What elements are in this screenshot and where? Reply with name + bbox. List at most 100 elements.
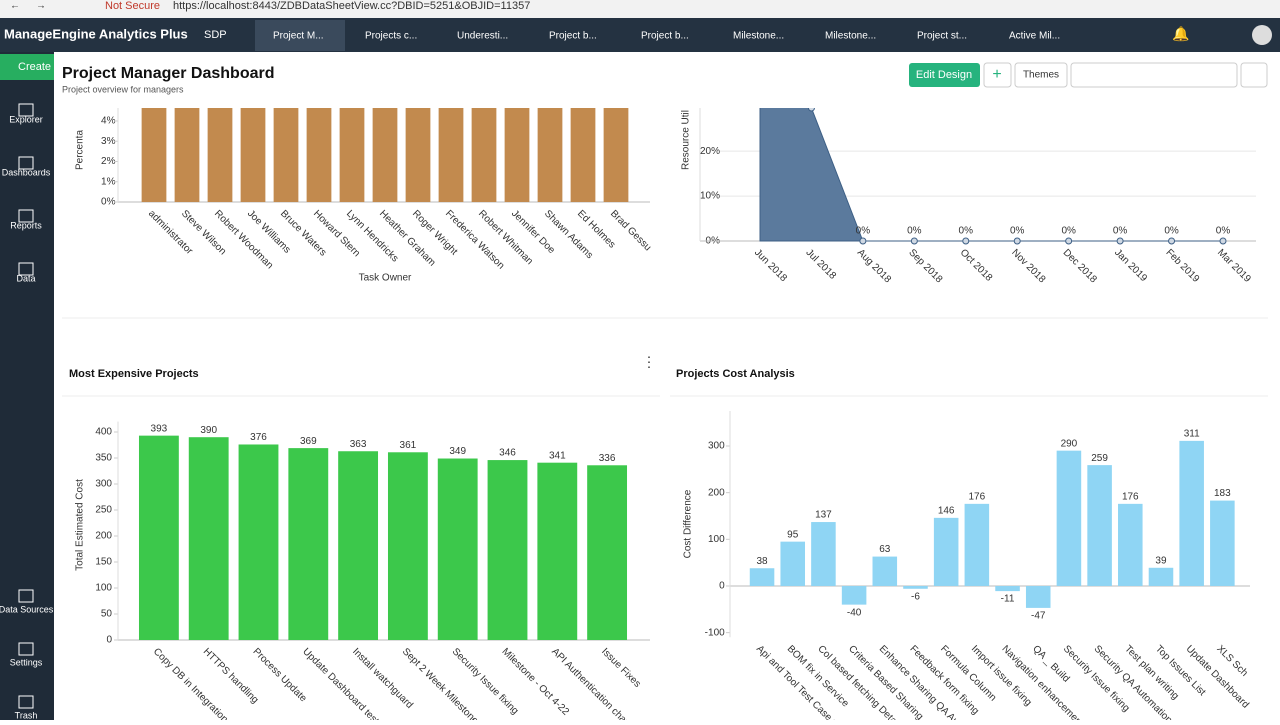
data-label: 183	[1214, 488, 1231, 499]
tab-label[interactable]: Milestone...	[733, 31, 784, 42]
y-tick-label: 1%	[101, 176, 116, 187]
y-axis-label: Resource Util	[681, 110, 692, 170]
settings-button[interactable]	[1240, 62, 1268, 88]
data-label: 146	[938, 505, 955, 516]
data-label: 0%	[1061, 226, 1076, 237]
y-tick-label: 150	[95, 557, 112, 568]
avatar[interactable]	[1252, 25, 1272, 45]
y-tick-label: 300	[95, 479, 112, 490]
data-label: -6	[911, 591, 920, 602]
bar	[1179, 440, 1204, 586]
bar	[405, 108, 431, 202]
chart-menu[interactable]: ⋮	[642, 354, 656, 370]
sidebar-icon[interactable]	[18, 262, 34, 276]
tab[interactable]	[991, 20, 1081, 51]
tab[interactable]	[899, 20, 989, 51]
brand: ManageEngine Analytics Plus	[4, 26, 188, 41]
bar	[780, 541, 806, 586]
sidebar-icon[interactable]	[18, 156, 34, 170]
tab[interactable]	[347, 20, 437, 51]
chart-title: Most Expensive Projects	[69, 368, 199, 380]
create-label[interactable]: Create	[18, 61, 51, 73]
y-tick-label: 250	[95, 505, 112, 516]
bar	[372, 108, 398, 202]
tab-label[interactable]: Milestone...	[825, 31, 876, 42]
create-button[interactable]	[0, 54, 54, 80]
data-label: 341	[549, 450, 566, 461]
data-label: -47	[1031, 611, 1046, 622]
add-label[interactable]: +	[992, 66, 1001, 83]
bar	[933, 517, 959, 586]
edit-design-button[interactable]	[909, 63, 980, 87]
add-button[interactable]	[983, 62, 1012, 88]
y-tick-label: 300	[708, 441, 725, 452]
y-tick-label: 100	[95, 583, 112, 594]
sidebar-label[interactable]: Data	[16, 273, 35, 283]
sidebar-label[interactable]: Explorer	[9, 114, 43, 124]
bar	[537, 462, 578, 640]
notifications[interactable]: 🔔	[1172, 26, 1189, 43]
bar	[570, 108, 596, 202]
bar	[1087, 465, 1112, 586]
data-label: 137	[815, 510, 832, 521]
bar	[273, 108, 299, 202]
bar	[174, 108, 200, 202]
forward-button[interactable]: →	[36, 1, 46, 12]
sidebar-icon[interactable]	[18, 103, 34, 117]
sidebar-label[interactable]: Trash	[15, 710, 38, 720]
sidebar-icon[interactable]	[18, 642, 34, 656]
bar	[339, 108, 365, 202]
data-label: 259	[1091, 453, 1108, 464]
point	[1065, 237, 1073, 245]
tab-label[interactable]: Project b...	[641, 31, 689, 42]
y-tick-label: 200	[95, 531, 112, 542]
tab-label[interactable]: Project M...	[273, 31, 324, 42]
bar	[141, 108, 167, 202]
y-tick-label: 2%	[101, 156, 116, 167]
y-tick-label: 0	[106, 635, 112, 646]
tab[interactable]	[623, 20, 713, 51]
bar	[438, 108, 464, 202]
bar	[1025, 585, 1051, 608]
bar	[387, 452, 428, 640]
y-axis-label: Total Estimated Cost	[75, 479, 86, 571]
tab[interactable]	[807, 20, 897, 51]
bar	[872, 556, 898, 586]
tab[interactable]	[715, 20, 805, 51]
data-label: 0%	[1216, 226, 1231, 237]
url[interactable]: https://localhost:8443/ZDBDataSheetView.…	[173, 0, 530, 12]
tab-label[interactable]: Underesti...	[457, 31, 508, 42]
point	[962, 237, 970, 245]
sidebar-icon[interactable]	[18, 695, 34, 709]
edit-design-label[interactable]: Edit Design	[916, 69, 972, 81]
tab-label[interactable]: Project st...	[917, 31, 967, 42]
sidebar-icon[interactable]	[18, 589, 34, 603]
tab[interactable]	[531, 20, 621, 51]
bar	[288, 448, 329, 640]
sidebar-label[interactable]: Data Sources	[0, 604, 54, 614]
tab-label[interactable]: Projects c...	[365, 31, 417, 42]
tab[interactable]	[439, 20, 529, 51]
sidebar-label[interactable]: Reports	[10, 220, 42, 230]
tab-label[interactable]: Project b...	[549, 31, 597, 42]
themes-label[interactable]: Themes	[1023, 70, 1059, 81]
data-label: 361	[400, 440, 417, 451]
sidebar-icon[interactable]	[18, 209, 34, 223]
tab[interactable]	[255, 20, 345, 51]
themes-button[interactable]	[1014, 62, 1068, 88]
tab-label[interactable]: Active Mil...	[1009, 31, 1060, 42]
sidebar-label[interactable]: Settings	[10, 657, 43, 667]
data-label: 349	[449, 446, 466, 457]
data-label: 363	[350, 439, 367, 450]
sidebar-label[interactable]: Dashboards	[2, 167, 51, 177]
y-tick-label: 350	[95, 453, 112, 464]
x-axis-label: Task Owner	[359, 273, 412, 284]
y-tick-label: 50	[101, 609, 113, 620]
workspace[interactable]: SDP	[204, 29, 227, 41]
bar	[587, 465, 628, 640]
bar	[1210, 500, 1235, 586]
bar	[487, 460, 528, 640]
back-button[interactable]: ←	[10, 1, 20, 12]
